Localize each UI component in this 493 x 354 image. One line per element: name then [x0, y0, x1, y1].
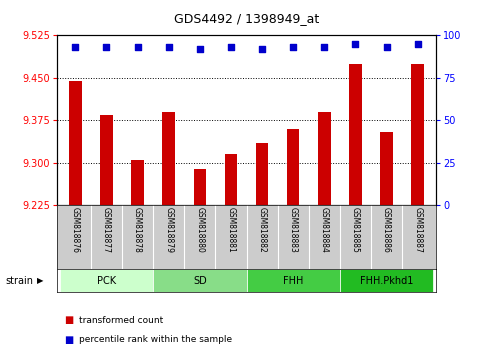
Point	[289, 45, 297, 50]
Point	[134, 45, 141, 50]
Bar	[318, 112, 330, 205]
Bar	[340, 269, 433, 292]
Bar	[256, 143, 268, 205]
Text: GSM818877: GSM818877	[102, 207, 111, 253]
Point	[258, 46, 266, 52]
Text: SD: SD	[193, 275, 207, 286]
Text: GSM818883: GSM818883	[289, 207, 298, 253]
Text: ■: ■	[64, 315, 73, 325]
Bar	[287, 129, 299, 205]
Bar	[225, 154, 237, 205]
Point	[196, 46, 204, 52]
Text: FHH: FHH	[283, 275, 303, 286]
Bar	[131, 160, 144, 205]
Bar	[194, 169, 206, 205]
Text: GSM818884: GSM818884	[320, 207, 329, 253]
Point	[414, 41, 422, 47]
Point	[227, 45, 235, 50]
Point	[165, 45, 173, 50]
Text: GSM818881: GSM818881	[226, 207, 236, 253]
Text: GSM818882: GSM818882	[257, 207, 267, 253]
Bar	[69, 81, 81, 205]
Text: GSM818879: GSM818879	[164, 207, 173, 253]
Point	[320, 45, 328, 50]
Bar	[412, 64, 424, 205]
Text: GSM818887: GSM818887	[413, 207, 422, 253]
Text: ■: ■	[64, 335, 73, 345]
Text: strain: strain	[5, 275, 33, 286]
Text: PCK: PCK	[97, 275, 116, 286]
Text: GSM818878: GSM818878	[133, 207, 142, 253]
Text: GSM818880: GSM818880	[195, 207, 204, 253]
Text: GSM818876: GSM818876	[71, 207, 80, 253]
Bar	[100, 115, 113, 205]
Bar	[163, 112, 175, 205]
Point	[383, 45, 390, 50]
Bar	[153, 269, 246, 292]
Text: transformed count: transformed count	[79, 316, 163, 325]
Bar	[246, 269, 340, 292]
Bar	[380, 132, 393, 205]
Bar	[60, 269, 153, 292]
Point	[71, 45, 79, 50]
Text: GDS4492 / 1398949_at: GDS4492 / 1398949_at	[174, 12, 319, 25]
Point	[103, 45, 110, 50]
Text: GSM818886: GSM818886	[382, 207, 391, 253]
Text: percentile rank within the sample: percentile rank within the sample	[79, 335, 232, 344]
Bar	[349, 64, 362, 205]
Text: ▶: ▶	[37, 276, 43, 285]
Text: GSM818885: GSM818885	[351, 207, 360, 253]
Text: FHH.Pkhd1: FHH.Pkhd1	[360, 275, 413, 286]
Point	[352, 41, 359, 47]
